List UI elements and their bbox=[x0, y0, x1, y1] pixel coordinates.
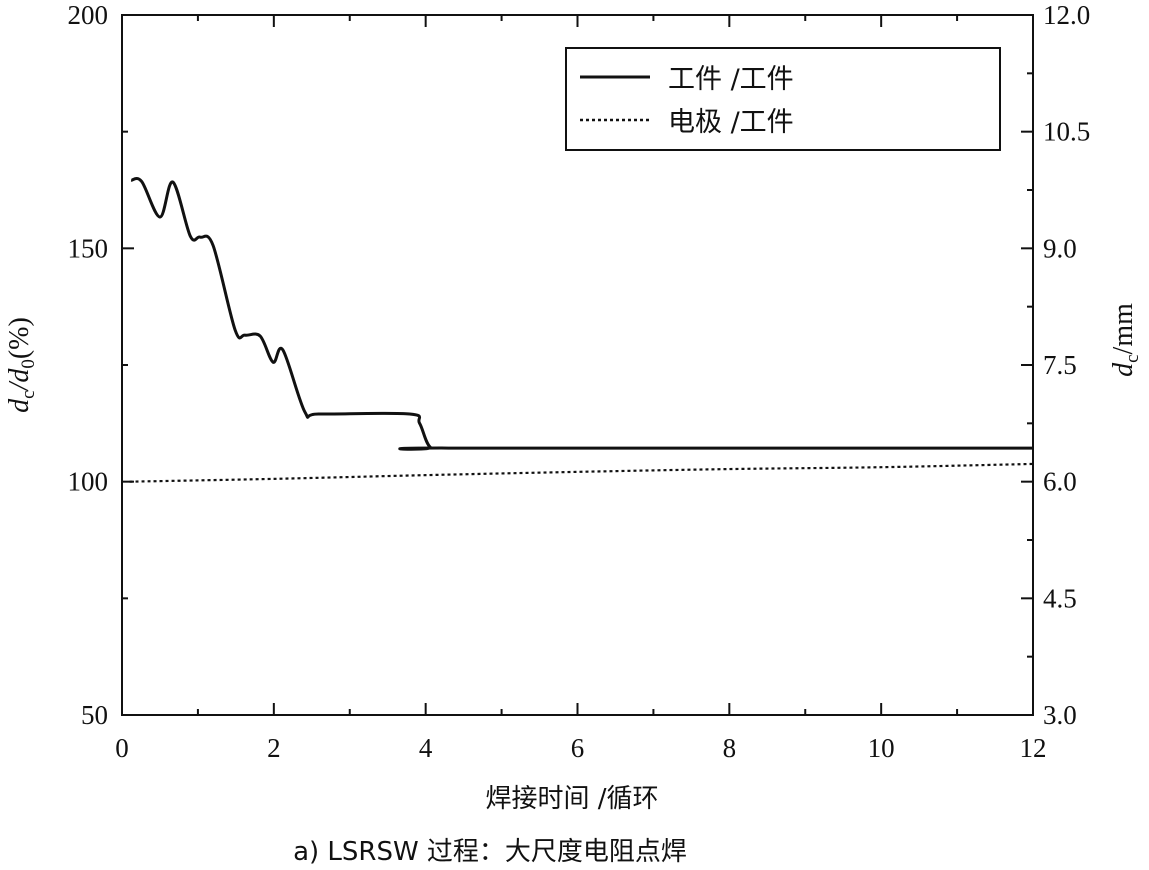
axes: 0 2 4 6 8 10 12 50 100 150 200 3.0 4.5 6.0 7.5 9.0 10.5 1… bbox=[68, 0, 1091, 763]
y-axis-label: dc/d0(%) bbox=[4, 317, 39, 413]
y2-tick-label: 7.5 bbox=[1043, 350, 1077, 380]
y2-tick-label: 3.0 bbox=[1043, 700, 1077, 730]
series-line-1 bbox=[130, 177, 1034, 451]
x-tick-label: 4 bbox=[419, 733, 433, 763]
y2-tick-label: 10.5 bbox=[1043, 117, 1090, 147]
x-tick-label: 0 bbox=[115, 733, 129, 763]
x-axis-label: 焊接时间 /循环 bbox=[485, 784, 658, 814]
y-tick-label: 100 bbox=[68, 467, 109, 497]
y2-tick-label: 12.0 bbox=[1043, 0, 1090, 30]
x-tick-label: 6 bbox=[571, 733, 585, 763]
x-tick-label: 10 bbox=[868, 733, 895, 763]
legend-box bbox=[565, 47, 1001, 151]
y-tick-label: 150 bbox=[68, 233, 109, 263]
x-tick-label: 2 bbox=[267, 733, 281, 763]
x-tick-label: 8 bbox=[723, 733, 737, 763]
plot-area bbox=[129, 177, 1034, 483]
legend: 工件 /工件 电极 /工件 bbox=[565, 47, 1001, 151]
x-tick-label: 12 bbox=[1020, 733, 1047, 763]
caption: a) LSRSW 过程：大尺度电阻点焊 bbox=[293, 837, 687, 867]
series-line-2 bbox=[129, 462, 1034, 483]
y2-axis-label: dc/mm bbox=[1108, 303, 1143, 377]
y-tick-label: 50 bbox=[81, 700, 108, 730]
y-tick-label: 200 bbox=[68, 0, 109, 30]
legend-label: 电极 /工件 bbox=[668, 107, 794, 138]
y2-tick-label: 4.5 bbox=[1043, 583, 1077, 613]
y2-tick-label: 6.0 bbox=[1043, 467, 1077, 497]
legend-label: 工件 /工件 bbox=[668, 64, 794, 95]
y2-tick-label: 9.0 bbox=[1043, 233, 1077, 263]
